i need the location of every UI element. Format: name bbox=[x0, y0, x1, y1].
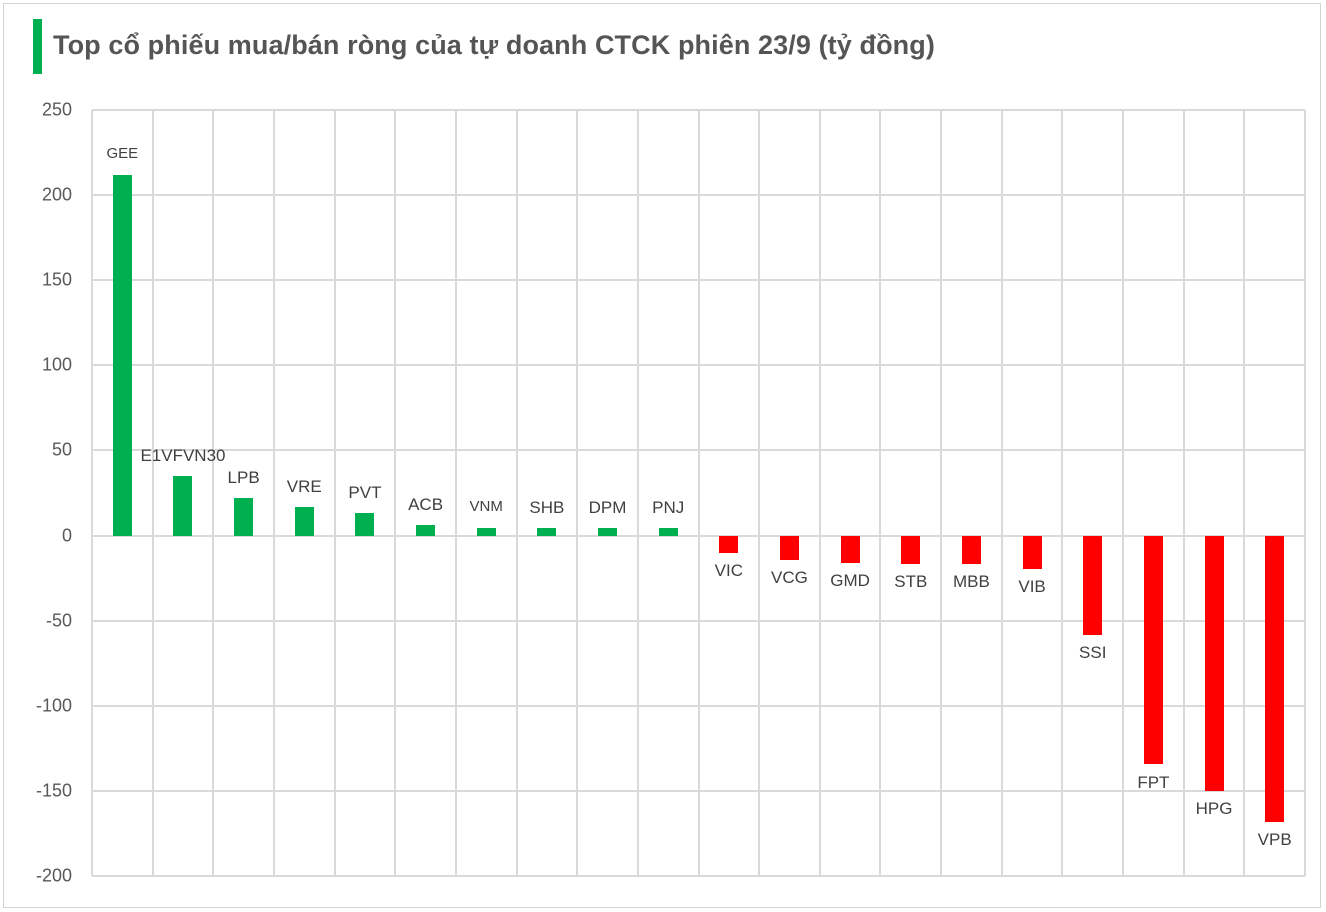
chart-frame bbox=[3, 3, 1321, 908]
y-tick-label: 200 bbox=[41, 184, 72, 205]
bar-label: FPT bbox=[1137, 772, 1170, 792]
bar-label: GMD bbox=[830, 570, 870, 590]
gridline-vertical bbox=[697, 110, 700, 876]
bar-label: HPG bbox=[1195, 798, 1233, 818]
bar-label: GEE bbox=[106, 144, 139, 162]
gridline-horizontal bbox=[92, 875, 1305, 877]
gridline-vertical bbox=[576, 110, 579, 876]
y-tick-label: -50 bbox=[45, 610, 72, 631]
bar-vre bbox=[294, 507, 314, 536]
bar-label: STB bbox=[894, 571, 928, 591]
bar-hpg bbox=[1204, 535, 1224, 791]
bar-label: LPB bbox=[227, 468, 260, 488]
gridline-vertical bbox=[879, 110, 882, 876]
bar-label: SHB bbox=[529, 497, 565, 517]
plot-area: GEE E1VFVN30 LPB VRE PVT ACB VNM SHB DPM PNJ VIC VC… bbox=[91, 109, 1306, 877]
bar-vic bbox=[719, 535, 739, 553]
gridline-vertical bbox=[151, 110, 154, 876]
bar-label: E1VFVN30 bbox=[140, 445, 226, 465]
gridline-vertical bbox=[1061, 110, 1064, 876]
y-tick-label: -150 bbox=[35, 780, 72, 801]
bar-vcg bbox=[779, 535, 799, 561]
gridline-vertical bbox=[818, 110, 821, 876]
bar-label: VIB bbox=[1018, 576, 1046, 596]
bar-label: DPM bbox=[588, 497, 627, 517]
gridline-vertical bbox=[1122, 110, 1125, 876]
bar-label: PNJ bbox=[652, 497, 685, 517]
bar-label: VNM bbox=[469, 497, 503, 515]
bar-dpm bbox=[598, 527, 618, 536]
bar-fpt bbox=[1143, 535, 1163, 765]
bar-pvt bbox=[355, 513, 375, 536]
gridline-vertical bbox=[212, 110, 215, 876]
bar-shb bbox=[537, 527, 557, 536]
gridline-vertical bbox=[940, 110, 943, 876]
bar-acb bbox=[416, 525, 436, 536]
bar-gee bbox=[112, 174, 132, 536]
bar-ssi bbox=[1083, 535, 1103, 636]
gridline-vertical bbox=[636, 110, 639, 876]
y-tick-label: -200 bbox=[35, 865, 72, 886]
gridline-vertical bbox=[758, 110, 761, 876]
chart-title: Top cổ phiếu mua/bán ròng của tự doanh C… bbox=[53, 30, 935, 60]
y-tick-label: 100 bbox=[41, 354, 72, 375]
bar-label: MBB bbox=[953, 572, 990, 592]
bar-vnm bbox=[476, 527, 496, 536]
gridline-vertical bbox=[1243, 110, 1246, 876]
y-tick-label: 250 bbox=[41, 99, 72, 120]
gridline-vertical bbox=[515, 110, 518, 876]
bar-vib bbox=[1022, 535, 1042, 569]
bar-pnj bbox=[658, 527, 678, 536]
bar-e1vfvn30 bbox=[173, 475, 193, 536]
gridline-vertical bbox=[1000, 110, 1003, 876]
gridline-vertical bbox=[454, 110, 457, 876]
bar-label: SSI bbox=[1079, 643, 1107, 663]
y-tick-label: -100 bbox=[35, 695, 72, 716]
bar-label: VPB bbox=[1257, 829, 1292, 849]
bar-mbb bbox=[961, 535, 981, 565]
gridline-vertical bbox=[1182, 110, 1185, 876]
bar-label: ACB bbox=[408, 495, 444, 515]
bar-gmd bbox=[840, 535, 860, 563]
bar-label: PVT bbox=[348, 483, 382, 503]
y-tick-label: 150 bbox=[41, 269, 72, 290]
y-tick-label: 0 bbox=[61, 525, 72, 546]
bar-label: VIC bbox=[714, 560, 743, 580]
gridline-vertical bbox=[394, 110, 397, 876]
gridline-vertical bbox=[272, 110, 275, 876]
title-accent-bar bbox=[33, 19, 42, 74]
gridline-vertical bbox=[1304, 110, 1306, 876]
bar-label: VRE bbox=[286, 477, 322, 497]
bar-label: VCG bbox=[771, 568, 808, 588]
bar-stb bbox=[901, 535, 921, 564]
bar-lpb bbox=[234, 498, 254, 536]
gridline-vertical bbox=[91, 110, 93, 876]
y-tick-label: 50 bbox=[51, 439, 72, 460]
gridline-vertical bbox=[333, 110, 336, 876]
bar-vpb bbox=[1265, 535, 1285, 822]
